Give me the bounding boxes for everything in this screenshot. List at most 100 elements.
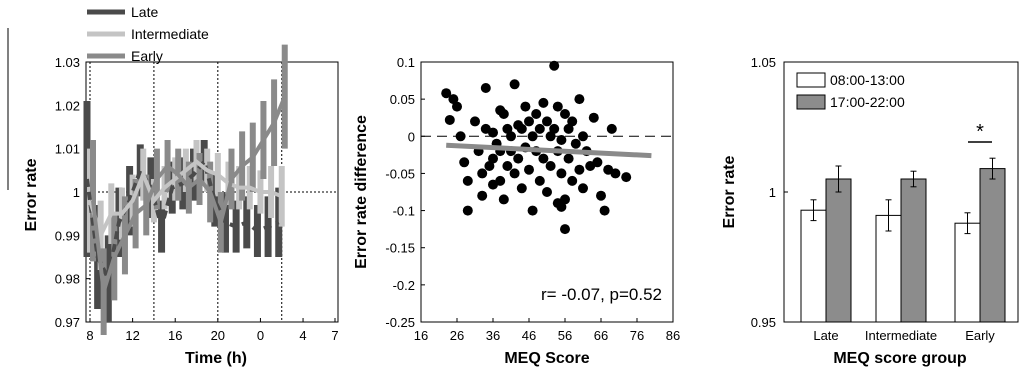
panel-a-xtick-label-2: 16 <box>168 328 182 343</box>
panel-a-xlabel: Time (h) <box>185 350 247 367</box>
panel-b-ylabel: Error rate difference <box>353 115 370 269</box>
panel-a-legend-label-early: Early <box>131 48 163 64</box>
panel-b-point-12 <box>480 83 491 93</box>
panel-b-point-76 <box>560 224 570 235</box>
panel-c-category-label-early: Early <box>965 328 995 343</box>
panel-b-point-73 <box>606 123 617 134</box>
panel-b-point-61 <box>567 116 578 127</box>
panel-b-point-34 <box>520 101 531 112</box>
panel-b-point-11 <box>477 190 488 201</box>
panel-b-point-5 <box>459 157 470 168</box>
panel-b-ytick-label-2: 0 <box>408 129 415 144</box>
panel-b-point-31 <box>513 153 524 164</box>
panel-b-xtick-label-7: 86 <box>666 328 680 343</box>
panel-b-point-36 <box>524 116 534 127</box>
panel-b-point-39 <box>527 205 538 216</box>
panel-b-ytick-label-1: 0.05 <box>390 92 415 107</box>
panel-b-annotation: r= -0.07, p=0.52 <box>541 285 662 304</box>
panel-b-point-7 <box>462 205 473 216</box>
panel-b-ytick-label-7: -0.25 <box>385 315 415 330</box>
panel-b-point-75 <box>621 172 632 183</box>
panel-b-xtick-label-1: 26 <box>450 328 464 343</box>
panel-a-xtick-label-5: 4 <box>299 328 306 343</box>
panel-b-point-21 <box>495 175 506 186</box>
panel-b-point-37 <box>524 164 534 175</box>
panel-b-point-42 <box>534 175 545 186</box>
panel-b-point-3 <box>452 101 462 112</box>
panel-c-bar-early-1 <box>979 168 1006 323</box>
panel-c-legend-swatch-0 <box>796 72 826 88</box>
panel-b-ytick-label-6: -0.2 <box>393 278 415 293</box>
panel-b-point-45 <box>538 153 549 164</box>
panel-b-point-24 <box>502 123 513 134</box>
panel-b-xtick-label-4: 56 <box>558 328 572 343</box>
panel-a-ytick-label-4: 1.01 <box>55 142 80 157</box>
panel-b-axes-box <box>420 61 674 323</box>
panel-b-point-23 <box>498 194 509 205</box>
panel-b-point-43 <box>534 123 545 134</box>
panel-b-point-44 <box>538 97 549 108</box>
panel-a-xtick-label-4: 0 <box>257 328 264 343</box>
panel-a-xtick-label-6: 7 <box>331 328 338 343</box>
panel-b-point-10 <box>477 168 488 179</box>
panel-b-point-64 <box>574 94 585 105</box>
panel-b-point-2 <box>448 94 459 105</box>
panel-c-legend-label-1: 17:00-22:00 <box>830 94 905 110</box>
panel-a-ytick-label-5: 1.02 <box>55 98 80 113</box>
panel-b-xtick-label-2: 36 <box>486 328 500 343</box>
panel-a-ytick-label-3: 1 <box>73 185 80 200</box>
panel-b-point-33 <box>516 123 527 134</box>
panel-b-point-16 <box>488 127 498 138</box>
panel-b-point-25 <box>502 161 513 171</box>
panel-c-legend-label-0: 08:00-13:00 <box>830 72 905 88</box>
panel-b-point-63 <box>574 164 585 175</box>
panel-b-point-59 <box>563 153 574 164</box>
panel-b-point-68 <box>588 112 599 123</box>
panel-a-ytick-label-2: 0.99 <box>55 228 80 243</box>
panel-b-point-15 <box>488 153 498 164</box>
panel-c-bar-late-1 <box>825 178 852 323</box>
panel-c-significance-marker: * <box>976 121 984 143</box>
panel-c-bar-early-0 <box>954 222 981 323</box>
panel-b-ytick-label-5: -0.15 <box>385 241 415 256</box>
panel-b-point-0 <box>441 88 452 99</box>
panel-b-xlabel: MEQ Score <box>504 350 589 367</box>
panel-a-xtick-label-0: 8 <box>86 328 93 343</box>
panel-c-category-label-intermediate: Intermediate <box>865 328 937 343</box>
panel-a-legend-label-late: Late <box>131 4 158 20</box>
panel-c-ytick-label-0: 1.05 <box>751 55 776 70</box>
panel-b-xtick-label-5: 66 <box>594 328 608 343</box>
panel-c-legend-swatch-1 <box>796 94 826 110</box>
panel-a-ytick-label-6: 1.03 <box>55 55 80 70</box>
panel-a-ytick-label-0: 0.97 <box>55 315 80 330</box>
panel-a-xtick-label-3: 20 <box>211 328 225 343</box>
panel-b-point-51 <box>549 123 560 134</box>
panel-b-point-40 <box>531 109 542 119</box>
panel-a-line-intermediate <box>88 159 283 241</box>
panel-c-ytick-label-2: 0.95 <box>751 315 776 330</box>
panel-a-line-early <box>91 95 287 293</box>
panel-b-point-71 <box>599 205 610 216</box>
panel-c-category-label-late: Late <box>813 328 838 343</box>
panel-c-bar-late-0 <box>800 209 827 323</box>
panel-b-point-1 <box>444 114 455 125</box>
panel-b-point-70 <box>596 190 606 201</box>
panel-b-xtick-label-0: 16 <box>414 328 428 343</box>
panel-b-point-29 <box>509 79 520 90</box>
panel-b-ytick-label-4: -0.1 <box>393 204 415 219</box>
panel-b-point-54 <box>556 135 567 145</box>
panel-c-bar-intermediate-1 <box>900 178 927 323</box>
panel-a-ylabel: Error rate <box>23 158 40 231</box>
panel-c-ylabel: Error rate <box>721 155 738 228</box>
panel-a-legend-label-intermediate: Intermediate <box>131 26 209 42</box>
panel-b-point-55 <box>556 168 567 179</box>
panel-b-point-78 <box>552 198 563 209</box>
panel-b-point-58 <box>563 123 574 134</box>
panel-b-point-48 <box>545 131 556 142</box>
panel-a-xtick-label-1: 12 <box>125 328 139 343</box>
panel-b-point-22 <box>498 109 509 119</box>
panel-a: 0.97 0.98 0.99 1 1.01 1.02 1.03 8 12 16 20 0 4 7 Late I… <box>7 4 339 367</box>
panel-b-point-65 <box>578 131 588 142</box>
panel-c-xlabel: MEQ score group <box>833 350 967 367</box>
